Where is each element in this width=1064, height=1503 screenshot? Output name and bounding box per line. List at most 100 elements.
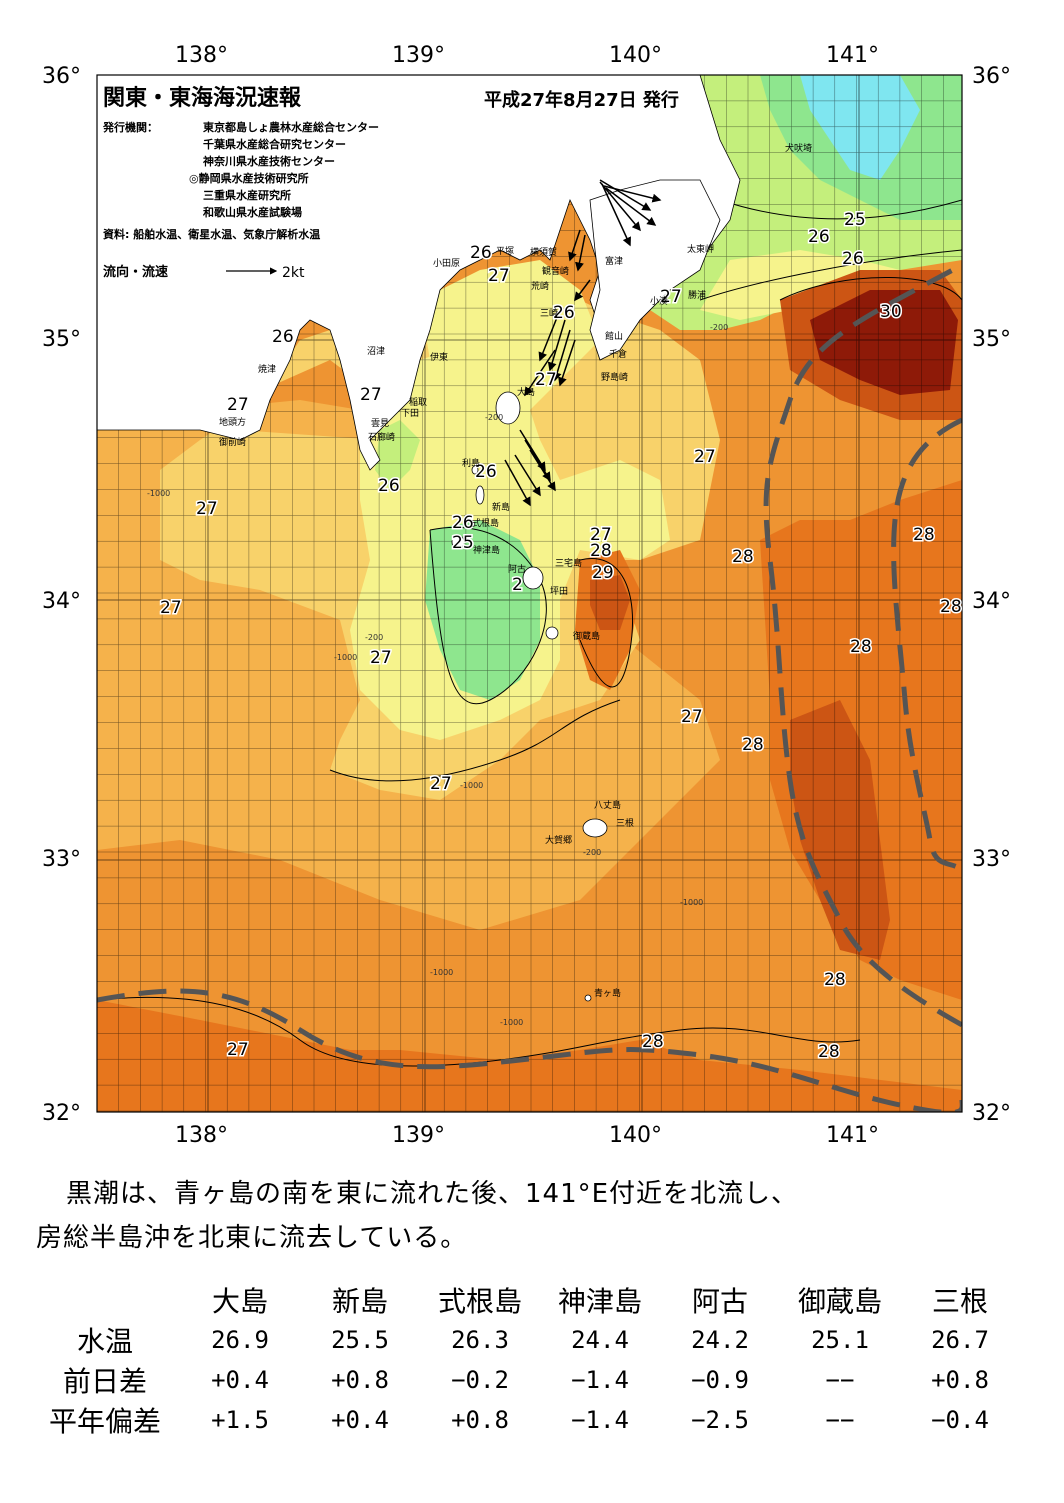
table-cell: 24.4 (571, 1326, 629, 1354)
place-label: 館山 (605, 330, 623, 342)
mikurajima-island (545, 626, 559, 640)
publisher-5: 三重県水産研究所 (203, 188, 291, 202)
lat-label-right-32: 32° (972, 1101, 1011, 1126)
table-row-header: 平年偏差 (48, 1405, 161, 1438)
table-row: 平年偏差 +1.5 +0.4 +0.8 −1.4 −2.5 −− −0.4 (30, 1400, 1020, 1440)
isotherm-label: 26 (475, 462, 497, 482)
lon-label-top-138: 138° (175, 43, 228, 68)
lat-label-left-35: 35° (42, 327, 81, 352)
depth-label: -1000 (147, 489, 170, 498)
place-label: 荒崎 (531, 280, 549, 292)
depth-label: -200 (365, 633, 383, 642)
isotherm-label: 29 (592, 563, 614, 583)
current-arrow (599, 181, 641, 232)
place-label: 御前崎 (219, 436, 246, 448)
lat-label-left-32: 32° (42, 1101, 81, 1126)
lon-label-top-141: 141° (826, 43, 879, 68)
place-label: 沼津 (367, 346, 385, 357)
isotherm-label: 30 (880, 302, 902, 322)
table-col-header: 新島 (331, 1285, 388, 1318)
isotherm-label: 27 (227, 395, 249, 415)
lon-label-top-139: 139° (392, 43, 445, 68)
isotherm-label: 26 (272, 327, 294, 347)
publisher-1: 東京都島しょ農林水産総合センター (203, 120, 379, 134)
table-col-header: 神津島 (557, 1285, 642, 1318)
kuroshio-axis (97, 262, 962, 1112)
publisher-2: 千葉県水産総合研究センター (203, 137, 346, 151)
place-label: 阿古 (508, 563, 526, 575)
table-row-header: 前日差 (62, 1365, 147, 1398)
isotherm-label: 25 (452, 533, 474, 553)
isotherm-lines (97, 199, 962, 1067)
place-label: 小田原 (433, 258, 460, 269)
table-cell: +0.8 (931, 1366, 989, 1394)
sea-north-yellow-zone (700, 250, 900, 320)
publisher-6: 和歌山県水産試験場 (203, 205, 302, 219)
current-arrow (575, 234, 586, 272)
current-arrow (529, 449, 556, 492)
lat-label-left-33: 33° (42, 847, 81, 872)
sea-25-zone (425, 520, 540, 700)
isotherm-label: 2 (512, 575, 523, 595)
isotherm-label: 28 (913, 525, 935, 545)
isotherm-label: 26 (452, 513, 474, 533)
isotherm-label: 28 (818, 1042, 840, 1062)
current-arrow (601, 183, 631, 247)
isotherm-label: 26 (842, 249, 864, 269)
place-label: 雲見 (371, 418, 389, 429)
place-label: 大賀郷 (545, 834, 572, 846)
summary-line-2: 房総半島沖を北東に流去している。 (36, 1223, 468, 1253)
isotherm-label: 27 (370, 648, 392, 668)
current-arrow (603, 185, 662, 203)
depth-label: -1000 (500, 1018, 523, 1027)
table-corner (30, 1280, 180, 1320)
current-arrow (568, 229, 581, 262)
place-label: 富津 (605, 255, 623, 267)
sea-30-zone (810, 290, 958, 395)
place-label: 三崎 (540, 307, 558, 319)
current-arrow (538, 309, 561, 362)
table-col-header: 大島 (211, 1285, 268, 1318)
land (97, 75, 741, 1002)
toshima-island (471, 465, 479, 475)
depth-label: -1000 (460, 781, 483, 790)
shikinejima-island (463, 514, 471, 522)
place-label: 小湊 (650, 295, 668, 307)
isotherm-label: 25 (844, 210, 866, 230)
place-label: 利島 (462, 457, 480, 469)
current-arrow (599, 179, 652, 211)
table-cell: +1.5 (211, 1406, 269, 1434)
isotherm-label: 27 (360, 385, 382, 405)
summary-text: 黒潮は、青ヶ島の南を東に流れた後、141°E付近を北流し、 房総半島沖を北東に流… (36, 1172, 1026, 1260)
place-label: 観音崎 (542, 265, 569, 277)
table-cell: −1.4 (571, 1366, 629, 1394)
place-label: 千倉 (609, 348, 627, 360)
isotherm-label: 26 (808, 227, 830, 247)
isotherm-label: 27 (160, 598, 182, 618)
place-label: 石廊崎 (368, 431, 395, 443)
summary-line-1: 黒潮は、青ヶ島の南を東に流れた後、141°E付近を北流し、 (66, 1179, 799, 1209)
isotherm-label: 26 (553, 303, 575, 323)
place-label: 八丈島 (594, 799, 621, 811)
place-label: 神津島 (473, 544, 500, 556)
place-label: 坪田 (550, 586, 568, 597)
place-label: 野島崎 (601, 371, 628, 383)
table-col-header: 御蔵島 (797, 1285, 882, 1318)
map-title: 関東・東海海況速報 (103, 85, 302, 111)
current-arrow (524, 349, 556, 397)
hachijojima-island (582, 818, 608, 838)
place-label: 太東岬 (687, 243, 714, 255)
sea-south-28-5 (97, 1020, 962, 1112)
place-label: 三根 (616, 817, 634, 829)
place-label: 新島 (492, 501, 510, 513)
current-arrow (558, 339, 576, 387)
lat-label-left-34: 34° (42, 589, 81, 614)
lat-label-right-34: 34° (972, 589, 1011, 614)
current-arrow (552, 329, 571, 382)
current-arrow (514, 454, 541, 497)
publisher-label: 発行機関： (102, 120, 158, 134)
aogashima-island (584, 994, 592, 1002)
place-label: 横須賀 (530, 246, 557, 258)
depth-label: -200 (583, 848, 601, 857)
place-label: 犬吠埼 (785, 142, 812, 154)
